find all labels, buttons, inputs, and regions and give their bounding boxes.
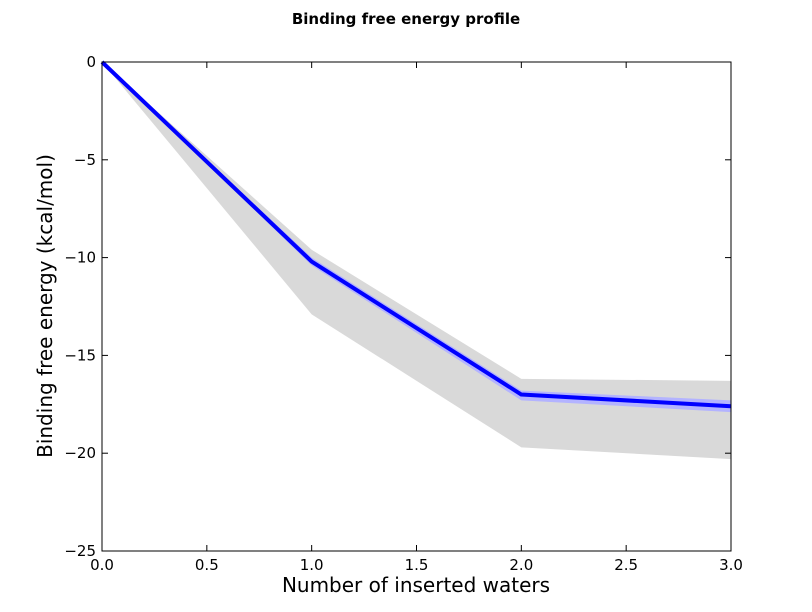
y-tick-label: −5 [74,151,96,169]
y-tick-label: 0 [86,53,96,71]
plot-area: 0.0 0.5 1.0 1.5 2.0 2.5 3.0 0 −5 −10 −15 −20 −25 [64,53,743,574]
y-axis-label: Binding free energy (kcal/mol) [33,154,57,458]
x-tick-label: 3.0 [719,556,743,574]
x-tick-label: 1.0 [300,556,324,574]
x-tick-label: 0.0 [90,556,114,574]
y-tick-label: −15 [64,346,96,364]
x-tick-label: 2.5 [614,556,638,574]
x-tick-label: 0.5 [195,556,219,574]
x-axis-label: Number of inserted waters [282,573,550,597]
confidence-band-1 [102,62,731,460]
series-line-1 [100,60,732,409]
y-tick-label: −10 [64,249,96,267]
x-tick-label: 1.5 [405,556,429,574]
x-tick-label: 2.0 [509,556,533,574]
chart-title: Binding free energy profile [292,10,520,28]
y-tick-label: −25 [64,542,96,560]
y-tick-label: −20 [64,444,96,462]
